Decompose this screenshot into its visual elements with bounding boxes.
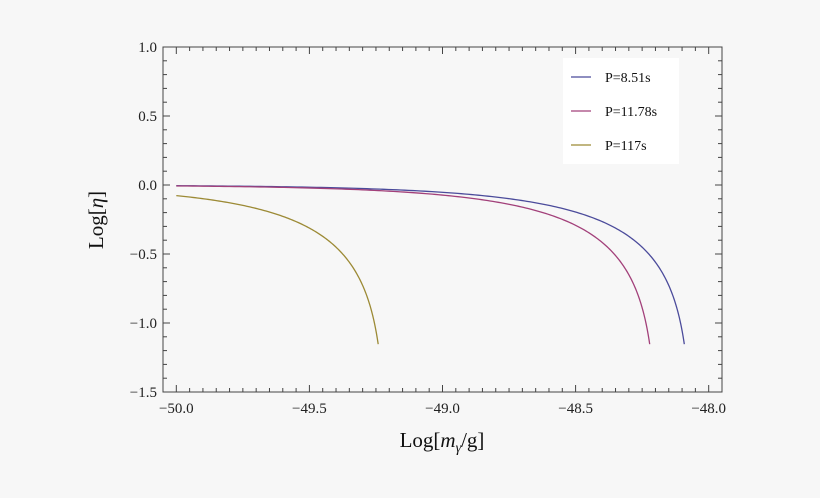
y-tick-label: −0.5 (130, 247, 157, 263)
x-axis-label-sub: γ (456, 441, 462, 456)
x-tick-label: −50.0 (159, 401, 194, 417)
x-tick-label: −48.0 (691, 401, 726, 417)
y-axis-label-prefix: Log[ (84, 208, 108, 249)
x-axis-label-prefix: Log[ (400, 428, 441, 452)
legend: P=8.51s P=11.78s P=117s (563, 58, 679, 164)
legend-label-1: P=8.51s (605, 71, 651, 86)
series-line-3 (176, 194, 379, 345)
series-line-2 (176, 185, 651, 345)
x-axis-label: Log[mγ/g] (400, 428, 485, 456)
x-tick-label: −48.5 (558, 401, 593, 417)
y-tick-label: 0.5 (138, 109, 157, 125)
x-axis-label-suffix: /g] (461, 428, 484, 452)
x-axis-label-var: m (440, 428, 455, 452)
legend-label-3: P=117s (605, 139, 647, 154)
y-tick-label: 0.0 (138, 178, 157, 194)
series-line-1 (176, 185, 685, 345)
x-tick-label: −49.5 (292, 401, 327, 417)
y-tick-label: 1.0 (138, 40, 157, 56)
y-axis: 1.0 0.5 0.0 −0.5 −1.0 −1.5 (130, 40, 722, 401)
y-tick-label: −1.0 (130, 316, 157, 332)
y-axis-label: Log[η] (84, 191, 108, 249)
x-axis: −50.0 −49.5 −49.0 −48.5 −48.0 (159, 47, 726, 417)
series-lines (176, 185, 685, 345)
legend-label-2: P=11.78s (605, 105, 657, 120)
y-tick-label: −1.5 (130, 385, 157, 401)
y-axis-label-var: η (84, 198, 108, 208)
y-axis-label-suffix: ] (84, 191, 108, 198)
x-tick-label: −49.0 (425, 401, 460, 417)
